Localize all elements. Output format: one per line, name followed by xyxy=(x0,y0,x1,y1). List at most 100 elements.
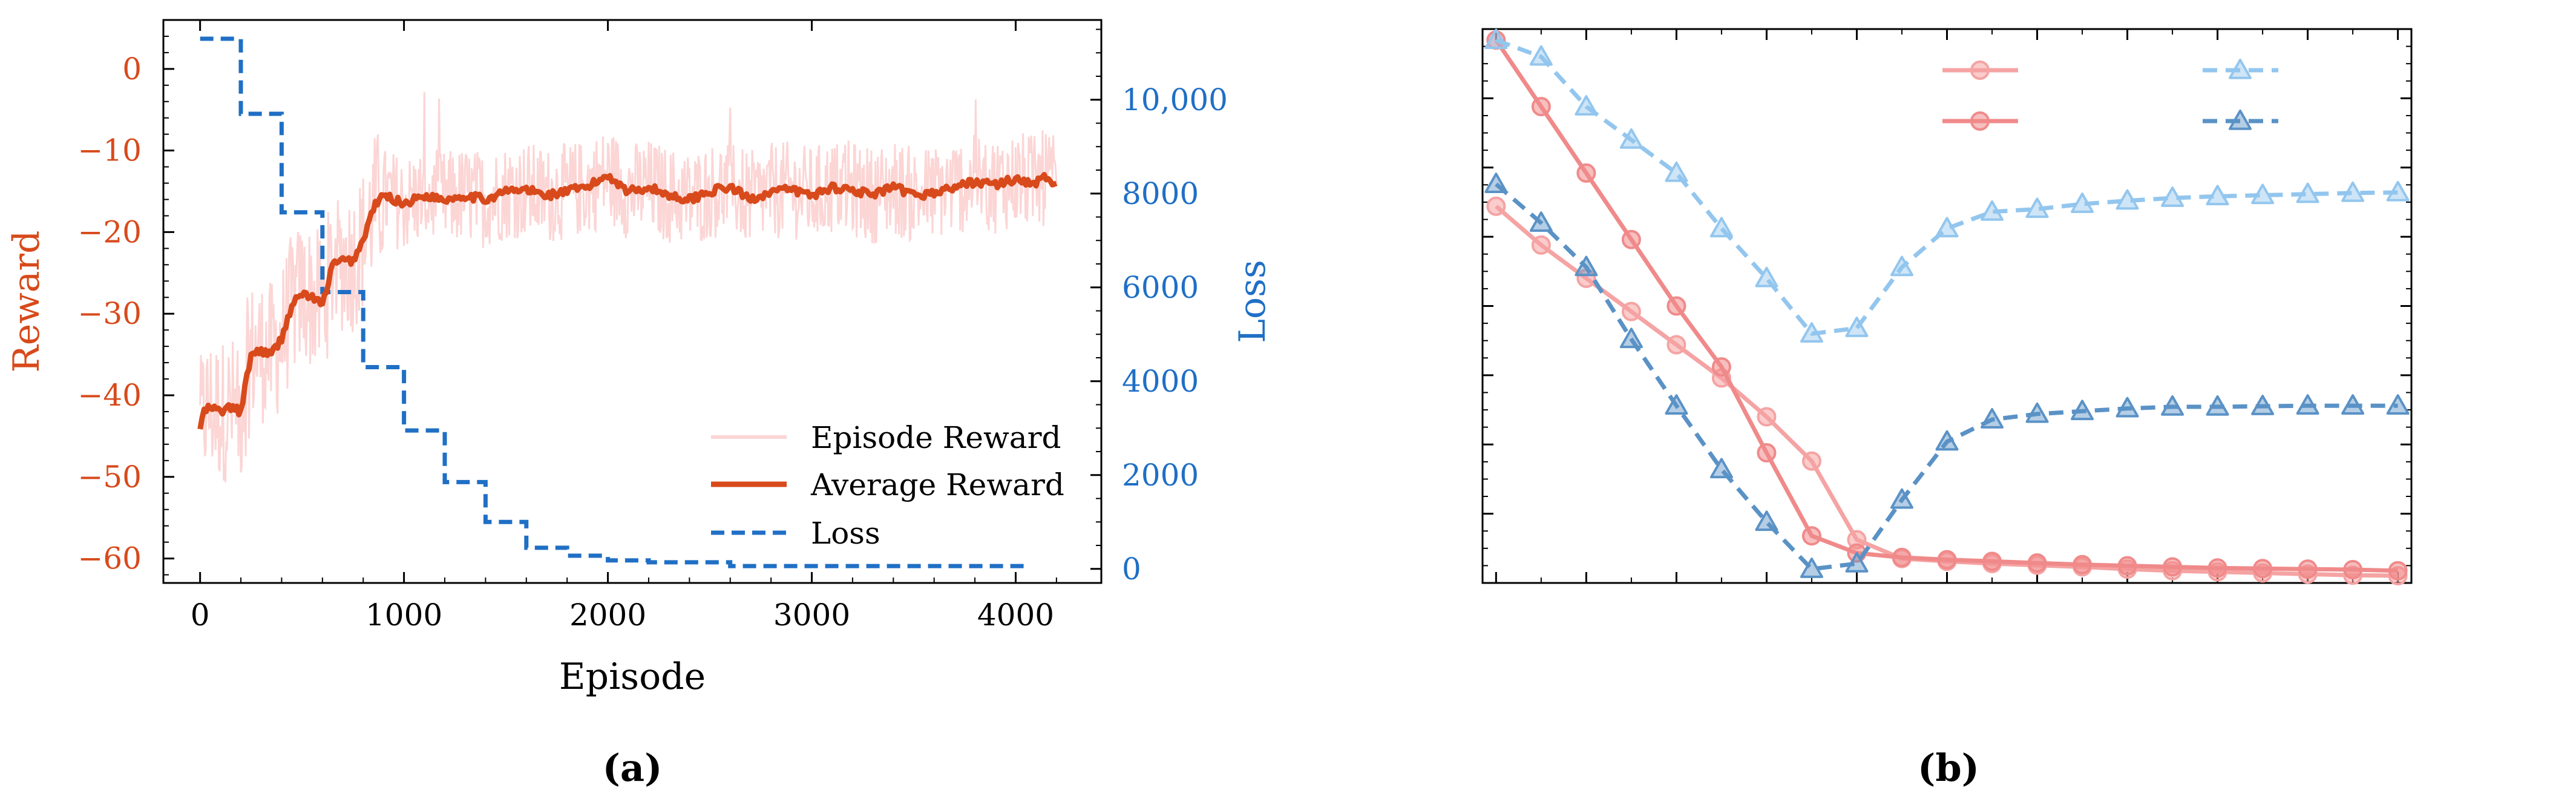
b-series-point xyxy=(1981,408,2004,429)
right-y-tick-label: 2000 xyxy=(1122,458,1199,493)
b-series-point xyxy=(1845,551,1869,573)
b-series-point xyxy=(1800,322,1823,343)
b-series-point xyxy=(1531,97,1551,117)
left-y-tick-label: −20 xyxy=(77,214,142,249)
b-series-point xyxy=(1801,451,1821,471)
b-series-point xyxy=(1619,327,1643,349)
episode-reward-line xyxy=(199,91,1058,482)
left-y-tick-label: −40 xyxy=(77,378,142,413)
b-series-point xyxy=(1935,430,1959,451)
average-reward-series xyxy=(197,172,1058,430)
b-series-point xyxy=(2251,395,2275,415)
left-y-tick-label: −30 xyxy=(77,296,142,331)
b-series-point xyxy=(1755,510,1778,531)
b-series-point xyxy=(2116,189,2139,210)
b-legend-entry-3 xyxy=(2203,59,2278,79)
b-legend-marker xyxy=(2229,110,2252,130)
b-series-point xyxy=(1935,217,1959,238)
b-series-point xyxy=(1801,526,1821,546)
b-series-point xyxy=(2341,394,2365,415)
b-series-point xyxy=(1576,163,1596,183)
panel-a-left-y-axis-label: Reward xyxy=(5,231,48,373)
b-series-point xyxy=(2161,186,2184,207)
b-legend-marker xyxy=(2229,59,2252,79)
b-series-point xyxy=(2206,395,2229,416)
average-reward-line xyxy=(197,172,1058,430)
b-series-point xyxy=(1486,196,1506,216)
b-series-point xyxy=(2207,558,2227,578)
b-legend-marker xyxy=(1970,61,1990,80)
b-series-point xyxy=(1667,335,1686,355)
b-legend-entry-1 xyxy=(1942,61,2018,80)
panel-a-caption: (a) xyxy=(603,746,663,790)
b-series-point xyxy=(1665,161,1688,182)
b-series-point xyxy=(1890,255,1913,277)
panel-b: (b) xyxy=(1481,28,2413,790)
b-legend-marker xyxy=(1970,111,1990,131)
panel-b-series xyxy=(1484,28,2410,586)
b-series-point xyxy=(2071,192,2094,213)
b-series-point xyxy=(2025,197,2049,219)
b-series-point xyxy=(1845,317,1869,337)
b-series-point xyxy=(2073,554,2093,574)
b-series-point xyxy=(2116,396,2139,418)
b-series-point xyxy=(1757,443,1777,462)
left-y-tick-label: −50 xyxy=(77,459,142,495)
b-series-point xyxy=(1531,235,1551,255)
b-series-point xyxy=(2025,402,2049,423)
b-series-point xyxy=(2253,559,2273,579)
b-series-point xyxy=(2206,185,2229,206)
panel-a-right-y-axis-label: Loss xyxy=(1231,260,1274,343)
panel-a-x-ticks: 0 1000 2000 3000 4000 xyxy=(191,20,1057,633)
x-tick-label: 3000 xyxy=(773,597,850,633)
b-series-point xyxy=(2386,394,2410,415)
left-y-tick-label: −10 xyxy=(77,133,142,168)
b-series-point xyxy=(2341,181,2365,202)
left-y-tick-label: 0 xyxy=(122,51,142,87)
x-tick-label: 2000 xyxy=(569,597,646,633)
b-series-point xyxy=(2296,182,2319,203)
b-series-point xyxy=(1755,266,1778,288)
b-series-point xyxy=(1619,128,1643,149)
b-series-point xyxy=(2027,553,2047,573)
b-series-point xyxy=(1665,394,1688,415)
panel-b-caption: (b) xyxy=(1918,746,1979,790)
panel-a-left-y-ticks: 0 −10 −20 −30 −40 −50 −60 xyxy=(77,35,174,576)
b-series-point xyxy=(1757,407,1777,427)
b-series-point xyxy=(2388,561,2408,581)
b-series-point xyxy=(1937,550,1957,570)
b-legend-entry-4 xyxy=(2203,110,2278,130)
b-series-point xyxy=(1529,45,1553,66)
panel-a-x-axis-label: Episode xyxy=(559,656,706,698)
b-series-point xyxy=(1621,301,1641,321)
b-series-point xyxy=(1982,551,2002,571)
b-series-point xyxy=(2296,394,2319,415)
legend-label-episode-reward: Episode Reward xyxy=(811,420,1061,455)
right-y-tick-label: 8000 xyxy=(1122,176,1199,211)
b-series-point xyxy=(2161,395,2184,416)
b-series-point xyxy=(1667,296,1686,316)
loss-series xyxy=(200,36,1026,568)
panel-b-legend xyxy=(1942,59,2278,131)
loss-line xyxy=(200,36,1026,568)
b-series-point xyxy=(1892,547,1912,567)
b-legend-entry-2 xyxy=(1942,111,2018,131)
legend-label-loss: Loss xyxy=(811,516,880,551)
x-tick-label: 1000 xyxy=(365,597,442,633)
b-series-point xyxy=(1575,95,1598,116)
b-series-point xyxy=(1529,211,1553,232)
right-y-tick-label: 0 xyxy=(1122,551,1141,587)
b-series-point xyxy=(1484,173,1508,193)
b-series-point xyxy=(1711,357,1731,377)
b-series-point xyxy=(1890,488,1913,509)
b-series-point xyxy=(1981,200,2004,221)
b-series-point xyxy=(2343,560,2363,580)
right-y-tick-label: 6000 xyxy=(1122,270,1199,305)
b-series-point xyxy=(1709,458,1733,479)
b-series-point xyxy=(2117,556,2137,576)
right-y-tick-label: 10,000 xyxy=(1122,82,1228,117)
panel-b-ticks xyxy=(1483,28,2411,584)
panel-a-right-y-ticks: 0 2000 4000 6000 8000 10,000 xyxy=(1090,28,1228,587)
b-series-point xyxy=(1800,558,1823,578)
